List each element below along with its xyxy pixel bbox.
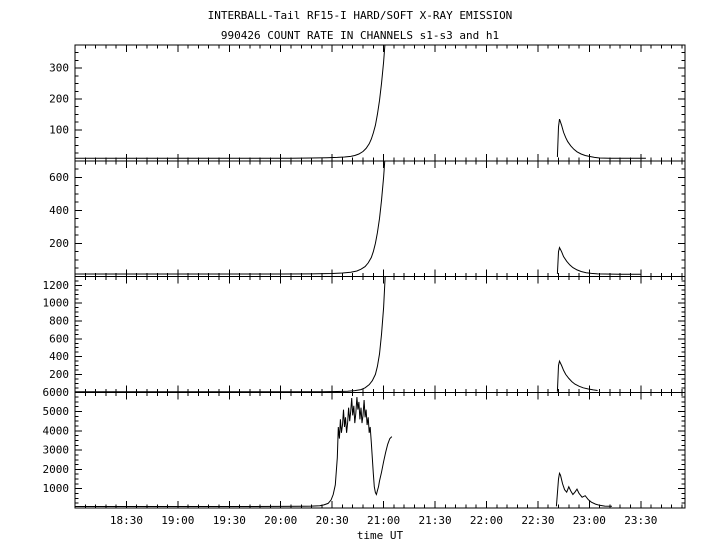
- y-tick-label: 800: [49, 315, 69, 328]
- x-tick-label: 21:30: [418, 514, 451, 527]
- x-tick-label: 23:30: [624, 514, 657, 527]
- y-tick-label: 5000: [43, 405, 70, 418]
- series-h1: [555, 471, 613, 507]
- y-tick-label: 4000: [43, 424, 70, 437]
- y-tick-label: 200: [49, 93, 69, 106]
- x-tick-label: 21:00: [367, 514, 400, 527]
- panel-border-s1: [74, 44, 686, 162]
- y-tick-label: 600: [49, 332, 69, 345]
- y-tick-label: 600: [49, 171, 69, 184]
- x-axis-label: time UT: [357, 529, 404, 542]
- y-tick-label: 1000: [43, 482, 70, 495]
- x-tick-label: 22:30: [521, 514, 554, 527]
- series-s2: [556, 246, 641, 275]
- panel-border-s3: [74, 276, 686, 393]
- x-tick-label: 22:00: [470, 514, 503, 527]
- y-tick-label: 200: [49, 368, 69, 381]
- series-h1: [75, 397, 393, 507]
- series-s1: [75, 45, 386, 159]
- y-tick-label: 1200: [43, 279, 70, 292]
- figure-title: INTERBALL-Tail RF15-I HARD/SOFT X-RAY EM…: [207, 9, 513, 22]
- y-tick-label: 300: [49, 62, 69, 75]
- y-tick-label: 3000: [43, 444, 70, 457]
- y-tick-label: 400: [49, 350, 69, 363]
- y-tick-label: 200: [49, 237, 69, 250]
- y-tick-label: 100: [49, 123, 69, 136]
- x-tick-label: 18:30: [110, 514, 143, 527]
- y-tick-label: 6000: [43, 386, 70, 399]
- x-tick-label: 19:00: [161, 514, 194, 527]
- y-tick-label: 400: [49, 204, 69, 217]
- series-s2: [75, 160, 386, 275]
- y-tick-label: 1000: [43, 297, 70, 310]
- figure-subtitle: 990426 COUNT RATE IN CHANNELS s1-s3 and …: [220, 29, 500, 42]
- x-tick-label: 23:00: [573, 514, 606, 527]
- x-tick-label: 20:30: [316, 514, 349, 527]
- series-s3: [75, 276, 386, 393]
- x-tick-label: 19:30: [213, 514, 246, 527]
- panel-border-h1: [74, 391, 686, 509]
- series-s3: [556, 359, 598, 392]
- x-tick-label: 20:00: [264, 514, 297, 527]
- series-s1: [556, 118, 646, 159]
- y-tick-label: 2000: [43, 463, 70, 476]
